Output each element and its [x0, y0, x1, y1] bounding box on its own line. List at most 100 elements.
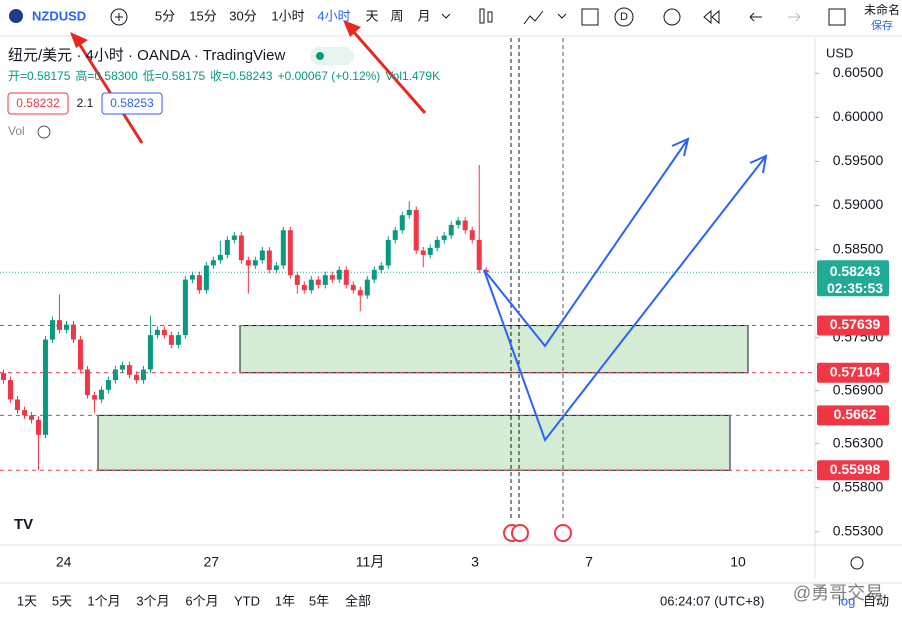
undo-icon[interactable] [749, 12, 762, 22]
redo-icon[interactable] [788, 12, 801, 22]
dropdown[interactable] [441, 13, 451, 19]
candle-body [147, 335, 153, 370]
price-label-bg [817, 315, 889, 336]
candle-body [294, 275, 300, 285]
price-label: 0.55998 [830, 461, 881, 477]
add-icon [115, 13, 123, 21]
x-tick-label: 10 [730, 554, 746, 570]
status-pill[interactable] [310, 47, 354, 65]
candle-body [182, 279, 188, 336]
annotations [70, 20, 768, 542]
bid-box[interactable] [7, 92, 69, 115]
candle-body [259, 250, 265, 261]
candle-body [308, 279, 314, 291]
replay-icon[interactable] [703, 9, 720, 25]
candle-body [91, 395, 97, 400]
candle-body [168, 335, 174, 345]
range-button[interactable]: 6个月 [185, 593, 218, 608]
event-flag[interactable] [511, 524, 529, 542]
x-tick-label: 7 [585, 554, 593, 570]
alert-icon[interactable] [663, 8, 681, 26]
ask[interactable]: 0.58253 [110, 96, 154, 110]
layout-icon[interactable] [581, 8, 599, 26]
candle-body [462, 220, 468, 231]
mode-circle[interactable] [614, 7, 634, 27]
candle-body [287, 230, 293, 276]
save-label[interactable]: 保存 [871, 18, 893, 32]
symbol[interactable]: NZDUSD [32, 8, 86, 23]
candle-body [217, 254, 223, 261]
candle-body [378, 265, 384, 270]
log-toggle[interactable]: log [838, 593, 855, 608]
candle-body [434, 239, 440, 248]
candle-body [161, 329, 167, 336]
y-tick-label: 0.56300 [833, 434, 884, 450]
currency[interactable]: USD [826, 45, 853, 60]
interval[interactable]: 1小时 [271, 8, 304, 23]
candle-body [245, 260, 251, 266]
auto-toggle[interactable]: 自动 [863, 593, 889, 608]
countdown: 02:35:53 [827, 280, 883, 296]
interval[interactable]: 4小时 [317, 8, 350, 23]
layout-box[interactable] [828, 8, 846, 26]
y-tick-label: 0.55300 [833, 522, 884, 538]
chart-title: 纽元/美元 · 4小时 · OANDA · TradingView [8, 47, 285, 64]
y-tick-label: 0.55800 [833, 478, 884, 494]
interval[interactable]: 5分 [155, 8, 175, 23]
tv-logo[interactable]: TV [14, 516, 33, 533]
mode-label[interactable]: D [620, 11, 628, 23]
flag-icon [9, 9, 23, 23]
dropdown[interactable] [557, 13, 567, 19]
interval[interactable]: 月 [417, 8, 430, 23]
range-button[interactable]: 5天 [52, 593, 72, 608]
candle-body [322, 275, 328, 285]
price-label: 0.57104 [830, 363, 881, 379]
x-tick-label: 11月 [356, 554, 385, 570]
y-tick-label: 0.58500 [833, 240, 884, 256]
ohlc-value: +0.00067 (+0.12%) [278, 69, 381, 83]
ask-box[interactable] [101, 92, 163, 115]
candle-icon [487, 11, 493, 23]
candle-body [98, 389, 104, 400]
range-button[interactable]: 3个月 [136, 593, 169, 608]
last-price: 0.58243 [830, 263, 881, 279]
candle-body [14, 399, 20, 411]
candle-body [427, 247, 433, 255]
bid[interactable]: 0.58232 [16, 96, 60, 110]
hide-icon[interactable] [37, 125, 51, 139]
interval[interactable]: 15分 [189, 8, 216, 23]
interval[interactable]: 30分 [229, 8, 256, 23]
layout-name[interactable]: 未命名 [864, 2, 900, 17]
add-icon[interactable] [110, 8, 128, 26]
range-button[interactable]: 1年 [275, 593, 295, 608]
interval[interactable]: 天 [365, 8, 378, 23]
candle-body [105, 380, 111, 390]
ohlc-value: 收=0.58243 [210, 69, 273, 83]
interval[interactable]: 周 [390, 8, 403, 23]
candle-body [21, 410, 27, 416]
ohlc-value: 开=0.58175 [8, 69, 71, 83]
range-button[interactable]: 1个月 [87, 593, 120, 608]
range-button[interactable]: 1天 [17, 593, 37, 608]
arrow-head [671, 137, 690, 157]
y-tick-label: 0.59500 [833, 152, 884, 168]
indicator-icon[interactable] [523, 10, 544, 25]
candle-body [476, 239, 482, 270]
settings-icon[interactable] [850, 556, 864, 570]
ohlc-value: Vol1.479K [385, 69, 440, 83]
range-button[interactable]: 全部 [345, 593, 371, 608]
candle-body [28, 415, 34, 420]
candle-body [35, 419, 41, 435]
y-tick-label: 0.59000 [833, 196, 884, 212]
candle-icon[interactable] [479, 8, 485, 24]
ohlc-value: 低=0.58175 [143, 69, 206, 83]
candle-body [455, 220, 461, 225]
range-button[interactable]: YTD [234, 593, 260, 608]
event-flag[interactable] [554, 524, 572, 542]
candle-body [357, 290, 363, 296]
range-button[interactable]: 5年 [309, 593, 329, 608]
spread: 2.1 [77, 96, 94, 110]
status-dot [316, 52, 324, 60]
candle-body [154, 329, 160, 336]
candle-body [483, 269, 489, 273]
